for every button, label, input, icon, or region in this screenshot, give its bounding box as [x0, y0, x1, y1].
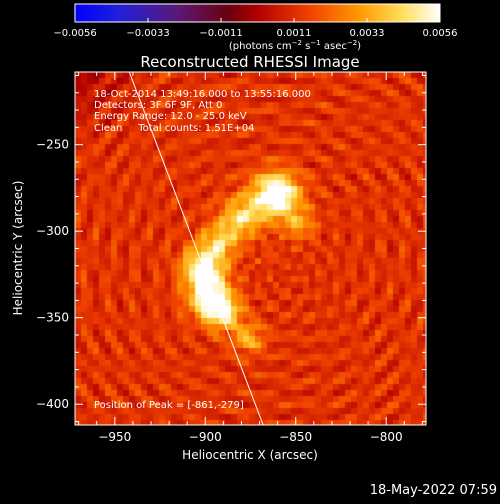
axis-ticks	[75, 72, 426, 425]
heatmap-image	[75, 72, 426, 425]
colorbar-tick-label: −0.0056	[53, 28, 96, 39]
colorbar-tick-label: 0.0011	[277, 28, 312, 39]
x-tick-label: −950	[98, 430, 131, 444]
colorbar-tick-labels: −0.0056 −0.0033 −0.0011 0.0011 0.0033 0.…	[53, 28, 457, 39]
x-tick-label: −800	[370, 430, 403, 444]
x-tick-label: −850	[279, 430, 312, 444]
colorbar-tick-label: −0.0011	[199, 28, 242, 39]
colorbar-tick-label: 0.0056	[423, 28, 458, 39]
y-tick-label: −350	[36, 311, 69, 325]
y-axis-label: Heliocentric Y (arcsec)	[11, 181, 25, 316]
colorbar	[74, 3, 441, 23]
x-axis-label: Heliocentric X (arcsec)	[182, 448, 318, 462]
y-tick-label: −300	[36, 224, 69, 238]
annotation-line: 18-Oct-2014 13:49:16.000 to 13:55:16.000	[94, 89, 311, 100]
colorbar-unit: (photons cm−2 s−1 asec−2)	[229, 39, 361, 52]
chart-title: Reconstructed RHESSI Image	[140, 53, 359, 71]
colorbar-ticks	[74, 18, 441, 22]
annotation-line: Detectors: 3F 6F 9F, Att 0	[94, 100, 222, 111]
y-tick-label: −400	[36, 397, 69, 411]
y-tick-label: −250	[36, 138, 69, 152]
y-tick-labels: −250 −300 −350 −400	[36, 138, 69, 412]
x-tick-label: −900	[189, 430, 222, 444]
x-tick-labels: −950 −900 −850 −800	[98, 430, 402, 444]
annotation-line: Energy Range: 12.0 - 25.0 keV	[94, 111, 247, 122]
peak-position-label: Position of Peak = [-861,-279]	[94, 400, 244, 411]
annotation-line: Clean Total counts: 1.51E+04	[94, 123, 254, 134]
colorbar-tick-label: 0.0033	[350, 28, 385, 39]
solar-limb-line	[128, 72, 264, 425]
colorbar-tick-label: −0.0033	[126, 28, 169, 39]
annotation-block: 18-Oct-2014 13:49:16.000 to 13:55:16.000…	[94, 89, 311, 134]
footer-timestamp: 18-May-2022 07:59	[370, 483, 497, 498]
